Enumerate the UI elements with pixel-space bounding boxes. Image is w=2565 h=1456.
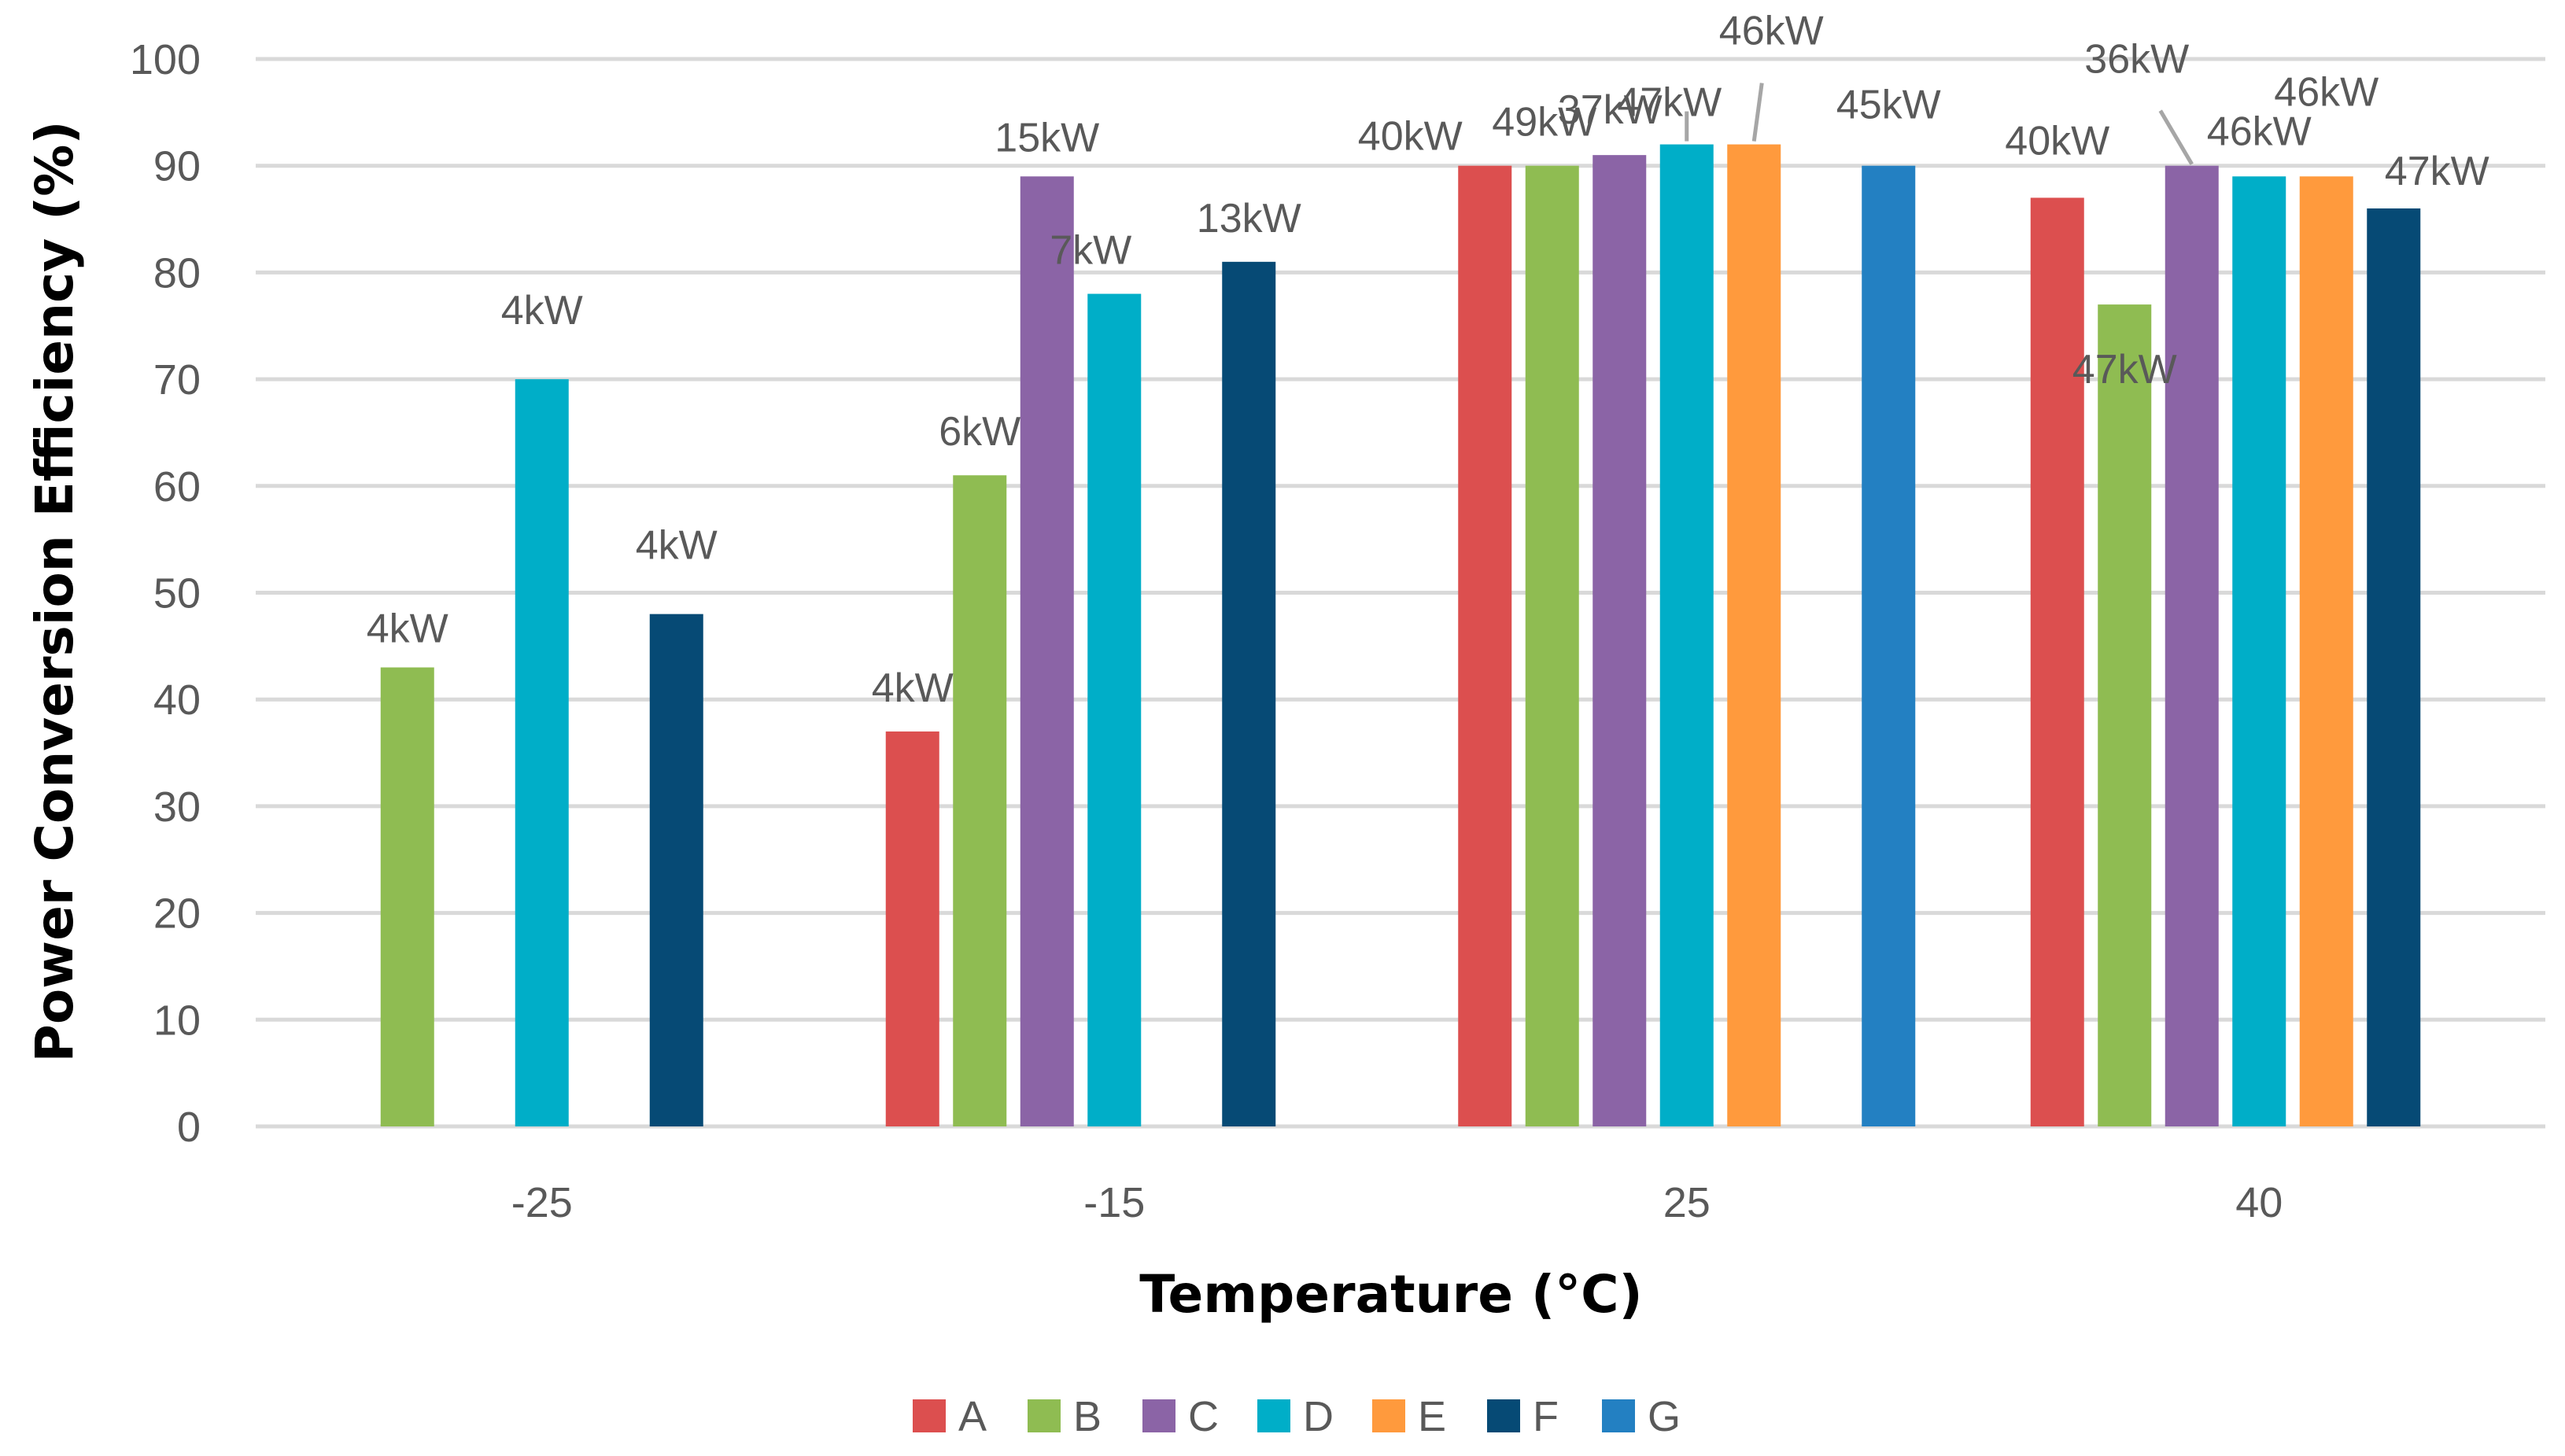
legend-label: B: [1073, 1393, 1102, 1440]
data-label: 40kW: [1358, 114, 1463, 160]
legend-swatch-B: [1028, 1399, 1061, 1432]
legend-label: G: [1648, 1393, 1681, 1440]
x-tick-label: -15: [1083, 1179, 1145, 1226]
legend-swatch-D: [1257, 1399, 1290, 1432]
data-label: 46kW: [2274, 69, 2379, 115]
y-tick-label: 40: [153, 676, 201, 724]
bar-B-40: [2098, 304, 2152, 1126]
legend-swatch-F: [1487, 1399, 1520, 1432]
data-label: 15kW: [995, 115, 1099, 160]
bars: [380, 144, 2421, 1127]
data-label: 4kW: [636, 523, 718, 569]
bar-A-25: [1458, 165, 1512, 1127]
y-tick-label: 50: [153, 570, 201, 617]
bar-A-40: [2030, 197, 2084, 1126]
y-tick-label: 20: [153, 890, 201, 938]
y-tick-label: 0: [177, 1104, 201, 1151]
bar-B--15: [953, 475, 1007, 1126]
data-label: 46kW: [2207, 109, 2312, 154]
bar-D-40: [2232, 176, 2286, 1126]
y-tick-label: 10: [153, 997, 201, 1044]
data-label: 4kW: [872, 665, 954, 711]
legend-swatch-G: [1602, 1399, 1635, 1432]
label-leader-line: [2158, 109, 2194, 165]
data-label: 46kW: [1719, 9, 1824, 54]
bar-F--15: [1222, 261, 1276, 1127]
data-label: 13kW: [1197, 196, 1301, 241]
y-tick-label: 80: [153, 249, 201, 297]
y-tick-label: 60: [153, 463, 201, 511]
legend-label: F: [1533, 1393, 1559, 1440]
data-label: 45kW: [1836, 83, 1941, 128]
x-tick-label: 25: [1663, 1179, 1711, 1226]
x-axis-tick-labels: -25 -15 25 40: [511, 1179, 2283, 1226]
data-label: 7kW: [1050, 228, 1131, 274]
y-tick-label: 100: [130, 36, 201, 83]
data-label: 36kW: [2084, 37, 2189, 83]
bar-C--15: [1020, 176, 1074, 1126]
legend-label: E: [1418, 1393, 1446, 1440]
legend-label: C: [1188, 1393, 1219, 1440]
gridlines: [256, 57, 2545, 1129]
label-leader-lines: [1685, 83, 2194, 165]
bar-E-40: [2299, 176, 2353, 1126]
bar-F-40: [2367, 208, 2421, 1127]
y-tick-label: 90: [153, 143, 201, 190]
data-labels: 4kW 40kW 40kW 4kW 6kW 49kW 47kW 15kW 37kW 36kW 4kW…: [367, 9, 2489, 711]
legend-swatch-C: [1142, 1399, 1175, 1432]
data-label: 4kW: [501, 288, 583, 334]
bar-B--25: [380, 667, 434, 1126]
bar-D--25: [515, 379, 569, 1127]
bar-C-40: [2165, 165, 2219, 1127]
x-tick-label: -25: [511, 1179, 573, 1226]
data-label: 49kW: [1492, 100, 1596, 146]
data-label: 47kW: [2385, 149, 2489, 194]
y-tick-label: 70: [153, 356, 201, 404]
bar-B-25: [1525, 165, 1579, 1127]
y-tick-label: 30: [153, 783, 201, 831]
bar-E-25: [1727, 144, 1781, 1126]
bar-A--15: [885, 731, 939, 1126]
bar-C-25: [1593, 155, 1647, 1126]
x-axis-title: Temperature (°C): [1139, 1264, 1642, 1325]
x-tick-label: 40: [2235, 1179, 2283, 1226]
data-label: 47kW: [1617, 80, 1722, 126]
label-leader-line: [1751, 83, 1764, 142]
legend-swatch-A: [913, 1399, 946, 1432]
legend: A B C D E F G: [913, 1393, 1681, 1440]
bar-F--25: [649, 614, 703, 1126]
legend-label: D: [1303, 1393, 1334, 1440]
legend-swatch-E: [1372, 1399, 1405, 1432]
data-label: 4kW: [367, 606, 448, 651]
legend-label: A: [958, 1393, 987, 1440]
data-label: 37kW: [1558, 87, 1663, 133]
y-axis-tick-labels: 0 10 20 30 40 50 60 70 80 90 100: [130, 36, 201, 1151]
bar-D--15: [1087, 293, 1142, 1126]
y-axis-title: Power Conversion Efficiency (%): [24, 120, 85, 1062]
data-label: 6kW: [939, 409, 1020, 455]
bar-D-25: [1659, 144, 1714, 1126]
bar-G-25: [1862, 165, 1916, 1127]
data-label: 40kW: [2005, 118, 2109, 164]
data-label: 47kW: [2072, 347, 2177, 393]
